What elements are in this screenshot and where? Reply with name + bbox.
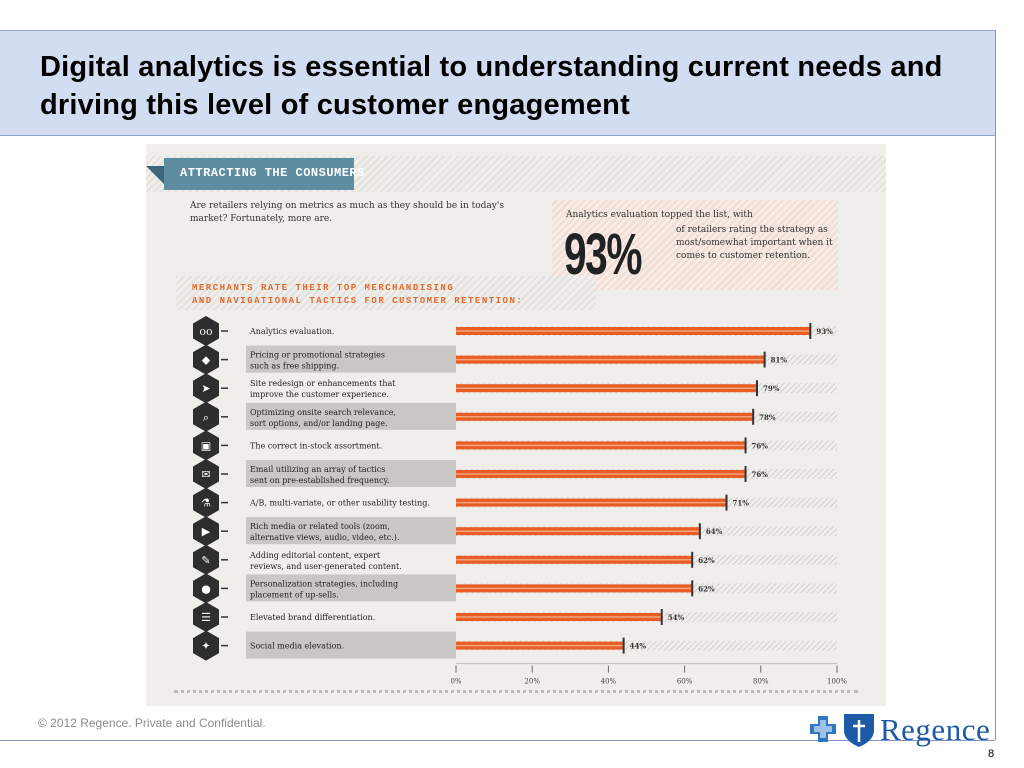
icon-hexagon <box>193 602 219 632</box>
infographic: ATTRACTING THE CONSUMERS Are retailers r… <box>146 144 886 706</box>
ladder-icon: ☰ <box>201 611 211 624</box>
x-tick-label: 100% <box>827 678 847 686</box>
category-label: A/B, multi-variate, or other usability t… <box>249 499 430 508</box>
value-label: 71% <box>733 499 750 508</box>
person-icon: ● <box>201 582 211 595</box>
video-icon: ▶ <box>202 525 211 538</box>
slide-title: Digital analytics is essential to unders… <box>40 51 943 121</box>
icon-hexagon <box>193 430 219 461</box>
cross-logo-icon <box>810 716 836 742</box>
cursor-icon: ➤ <box>201 382 210 395</box>
icon-hexagon <box>193 630 219 661</box>
category-label: The correct in-stock assortment. <box>250 441 382 450</box>
label-band <box>246 345 456 373</box>
megaphone-icon: ✦ <box>201 640 210 653</box>
banner-tail <box>146 166 164 184</box>
right-border <box>995 30 996 740</box>
value-label: 64% <box>706 527 723 536</box>
x-tick-label: 40% <box>601 678 617 686</box>
icon-hexagon <box>193 459 219 489</box>
category-label: Site redesign or enhancements that <box>250 379 396 388</box>
value-label: 62% <box>698 584 715 593</box>
icon-hexagon <box>193 544 219 575</box>
label-band <box>246 460 456 487</box>
category-label: Email utilizing an array of tactics <box>250 465 385 474</box>
callout-label: Analytics evaluation topped the list, wi… <box>566 210 753 220</box>
icon-hexagon <box>193 401 219 432</box>
category-label: sort options, and/or landing page. <box>250 419 388 428</box>
intro-text: Are retailers relying on metrics as much… <box>190 201 504 224</box>
envelopes-icon: ✉ <box>201 468 210 481</box>
value-label: 81% <box>771 356 788 365</box>
bar-chart: 93% oo Analytics evaluation. 81% ◆ Pricing or… <box>193 316 847 686</box>
category-label: sent on pre-established frequency. <box>250 476 390 485</box>
callout-description: of retailers rating the strategy as most… <box>676 225 833 261</box>
value-label: 44% <box>630 642 647 651</box>
category-label: alternative views, audio, video, etc.). <box>250 533 399 542</box>
category-label: Social media elevation. <box>250 642 344 651</box>
bottom-border <box>0 740 995 741</box>
dotted-divider <box>174 690 858 693</box>
x-tick-label: 60% <box>677 678 693 686</box>
value-label: 54% <box>668 613 685 622</box>
category-label: Rich media or related tools (zoom, <box>250 522 390 531</box>
pen-icon: ✎ <box>201 554 210 567</box>
chart-subheading: MERCHANTS RATE THEIR TOP MERCHANDISING A… <box>192 282 523 308</box>
value-label: 79% <box>763 384 780 393</box>
value-label: 62% <box>698 556 715 565</box>
bar-track <box>456 640 837 651</box>
category-label: placement of up-sells. <box>250 590 339 599</box>
logo-wordmark: Regence <box>880 712 991 747</box>
footer-copyright: © 2012 Regence. Private and Confidential… <box>38 716 266 730</box>
x-tick-label: 20% <box>524 678 540 686</box>
title-band <box>0 30 995 136</box>
category-label: such as free shipping. <box>250 362 339 371</box>
subhead-stripes <box>176 276 596 310</box>
category-label: Pricing or promotional strategies <box>250 351 385 360</box>
subhead-line-2: AND NAVIGATIONAL TACTICS FOR CUSTOMER RE… <box>192 296 524 306</box>
regence-logo <box>810 714 874 747</box>
label-band <box>246 631 456 659</box>
category-label: Analytics evaluation. <box>249 327 334 336</box>
value-label: 78% <box>759 413 776 422</box>
subhead-line-1: MERCHANTS RATE THEIR TOP MERCHANDISING <box>192 283 455 293</box>
value-label: 76% <box>752 441 769 450</box>
banner-title: ATTRACTING THE CONSUMERS <box>180 166 365 180</box>
magnifier-icon: ⌕ <box>203 411 209 424</box>
icon-hexagon <box>193 487 219 518</box>
glasses-icon: oo <box>199 325 213 338</box>
banner <box>164 158 354 190</box>
x-tick-label: 80% <box>753 678 769 686</box>
category-label: Personalization strategies, including <box>250 579 398 588</box>
shield-logo-icon <box>844 714 874 747</box>
label-band <box>246 517 456 545</box>
box-icon: ▣ <box>201 439 211 452</box>
icon-hexagon <box>193 373 219 404</box>
x-tick-label: 0% <box>450 678 461 686</box>
value-label: 76% <box>752 470 769 479</box>
value-label: 93% <box>816 327 833 336</box>
price-tag-icon: ◆ <box>202 354 211 367</box>
icon-hexagon <box>193 573 219 604</box>
category-label: reviews, and user-generated content. <box>250 562 402 571</box>
label-band <box>246 402 456 430</box>
flask-icon: ⚗ <box>201 497 211 510</box>
category-label: Adding editorial content, expert <box>249 551 381 560</box>
category-label: improve the customer experience. <box>250 390 389 399</box>
page-number: 8 <box>988 748 995 760</box>
category-label: Elevated brand differentiation. <box>250 613 375 622</box>
icon-hexagon <box>193 316 219 346</box>
category-label: Optimizing onsite search relevance, <box>250 408 396 417</box>
label-band <box>246 574 456 602</box>
icon-hexagon <box>193 344 219 375</box>
callout-box <box>552 200 838 290</box>
icon-hexagon <box>193 516 219 547</box>
